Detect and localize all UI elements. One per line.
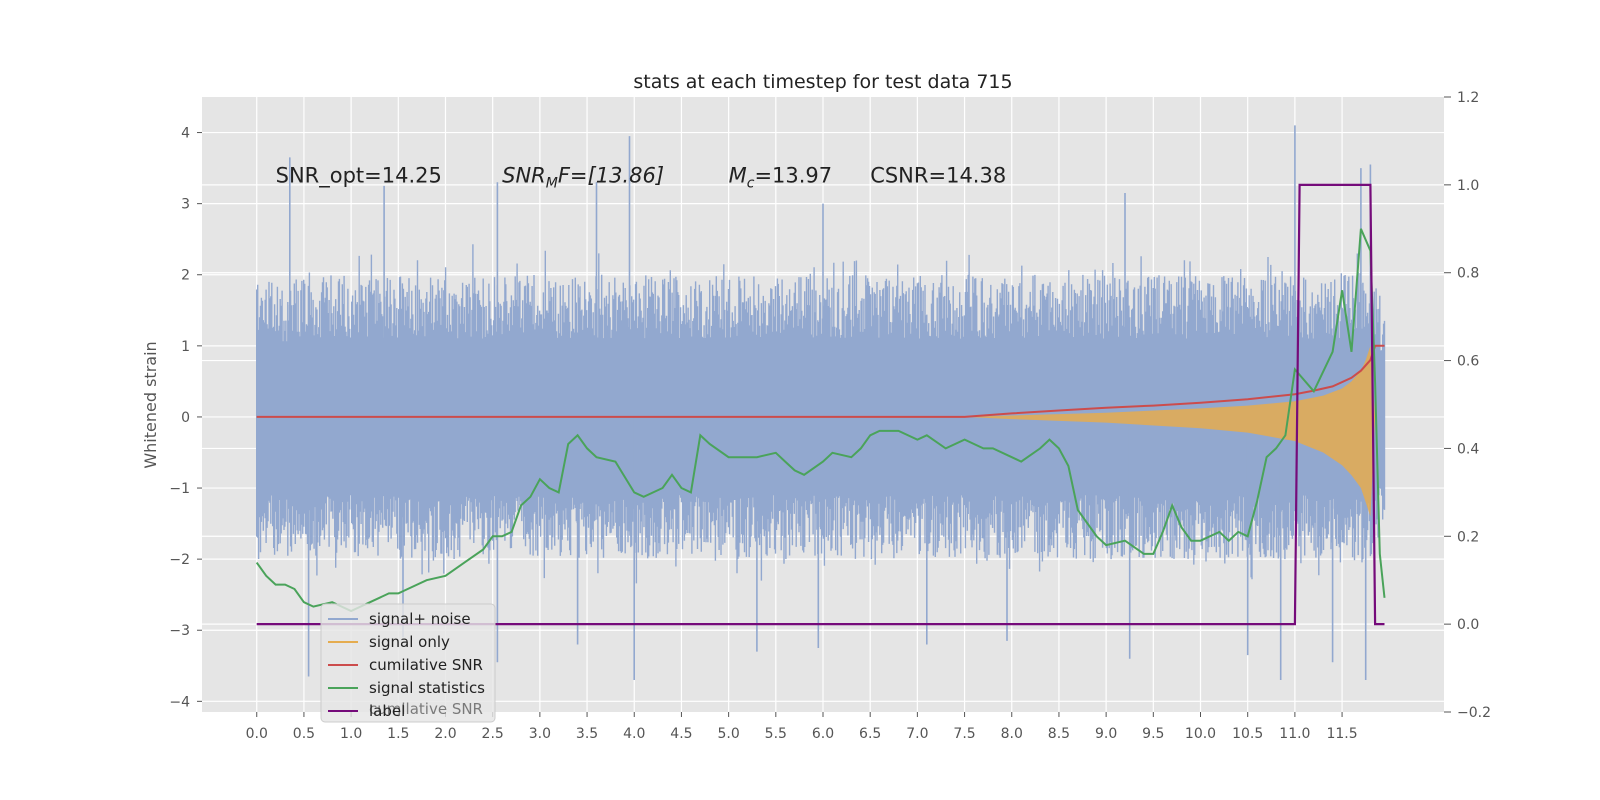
legend-box — [320, 603, 496, 723]
y2-tick-label: 0.6 — [1457, 354, 1479, 370]
axis-layer: 0.0 0.5 1.0 1.5 2.0 2.5 3.0 3.5 4.0 4.5 5.0 5.5 6.0 6… — [169, 90, 1491, 742]
x-tick-label: 8.5 — [1048, 726, 1070, 742]
y-tick-label: 1 — [181, 339, 190, 355]
legend-label: label — [369, 702, 405, 720]
x-tick-label: 6.5 — [859, 726, 881, 742]
y2-tick-label: 0.8 — [1457, 266, 1479, 282]
y-tick-label: 2 — [181, 268, 190, 284]
chart-title: stats at each timestep for test data 715 — [633, 71, 1012, 93]
annotation-3: Mc=13.97 — [729, 163, 833, 191]
signal-only-area — [964, 345, 1376, 517]
x-tick-label: 0.0 — [246, 726, 268, 742]
series-layer — [255, 183, 1386, 626]
annotation-2: SNRMF=[13.86] — [502, 163, 664, 191]
y-tick-label: −3 — [169, 623, 190, 639]
x-tick-label: 0.5 — [293, 726, 315, 742]
signal-noise-line — [256, 244, 1386, 584]
legend-label: cumilative SNR — [369, 656, 483, 674]
annotation-4: CSNR=14.38 — [870, 163, 1006, 187]
y-tick-label: 0 — [181, 410, 190, 426]
y-axis-label: Whitened strain — [141, 341, 160, 468]
x-tick-label: 4.0 — [623, 726, 645, 742]
x-tick-label: 7.0 — [906, 726, 928, 742]
annotation-layer: SNR_opt=14.25 SNRMF=[13.86] Mc=13.97 CSNR=1… — [276, 163, 1007, 191]
cumulative-snr-line — [256, 344, 1385, 418]
legend[interactable]: cumilative SNR signal+ noise signal only cu… — [320, 603, 496, 723]
y-tick-label: 3 — [181, 197, 190, 213]
x-tick-label: 9.0 — [1095, 726, 1117, 742]
x-tick-label: 4.5 — [670, 726, 692, 742]
x-tick-label: 1.0 — [340, 726, 362, 742]
y2-tick-label: 1.2 — [1457, 90, 1479, 106]
label-line — [256, 183, 1385, 626]
x-tick-label: 10.5 — [1232, 726, 1263, 742]
x-tick-label: 5.5 — [765, 726, 787, 742]
x-tick-label: 1.5 — [387, 726, 409, 742]
x-tick-label: 2.0 — [434, 726, 456, 742]
y-tick-label: −1 — [169, 481, 190, 497]
legend-label: signal statistics — [369, 679, 485, 697]
x-tick-label: 3.0 — [529, 726, 551, 742]
x-tick-label: 11.5 — [1326, 726, 1357, 742]
x-tick-label: 3.5 — [576, 726, 598, 742]
y-tick-label: −4 — [169, 694, 190, 710]
x-tick-label: 2.5 — [482, 726, 504, 742]
y2-tick-label: 1.0 — [1457, 178, 1479, 194]
y-tick-label: −2 — [169, 552, 190, 568]
x-tick-label: 5.0 — [717, 726, 739, 742]
x-tick-label: 6.0 — [812, 726, 834, 742]
legend-label: signal+ noise — [369, 610, 471, 628]
signal-noise-spikes — [289, 125, 1372, 680]
x-tick-label: 11.0 — [1279, 726, 1310, 742]
x-tick-label: 7.5 — [953, 726, 975, 742]
y-tick-label: 4 — [181, 126, 190, 142]
noise-layer — [256, 125, 1386, 680]
y2-tick-label: −0.2 — [1457, 705, 1491, 721]
legend-overlap-text: cumilative SNR — [369, 700, 483, 718]
x-tick-label: 8.0 — [1001, 726, 1023, 742]
y2-tick-label: 0.0 — [1457, 617, 1479, 633]
legend-label: signal only — [369, 633, 450, 651]
y2-tick-label: 0.2 — [1457, 529, 1479, 545]
signal-statistics-line — [255, 228, 1386, 613]
y2-tick-label: 0.4 — [1457, 441, 1479, 457]
x-tick-label: 9.5 — [1142, 726, 1164, 742]
annotation-1: SNR_opt=14.25 — [276, 163, 442, 188]
x-tick-label: 10.0 — [1185, 726, 1216, 742]
